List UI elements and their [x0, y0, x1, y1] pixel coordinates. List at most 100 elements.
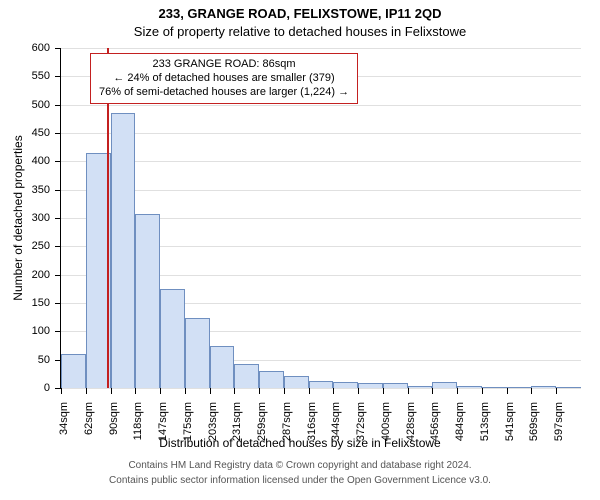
histogram-bar: [531, 386, 556, 388]
callout-line-larger: 76% of semi-detached houses are larger (…: [99, 86, 349, 100]
y-tick-label: 0: [0, 382, 50, 394]
y-tick-label: 100: [0, 325, 50, 337]
y-tick-label: 400: [0, 155, 50, 167]
x-tick: [333, 388, 334, 394]
x-tick: [358, 388, 359, 394]
x-tick: [160, 388, 161, 394]
x-tick: [259, 388, 260, 394]
histogram-bar: [556, 387, 581, 388]
x-tick-label: 147sqm: [157, 402, 169, 441]
x-tick: [531, 388, 532, 394]
histogram-bar: [432, 382, 457, 388]
x-tick: [482, 388, 483, 394]
grid-line: [61, 105, 581, 106]
y-tick: [55, 105, 61, 106]
x-tick-label: 597sqm: [553, 402, 565, 441]
histogram-bar: [135, 214, 160, 388]
histogram-bar: [333, 382, 358, 388]
grid-line: [61, 388, 581, 389]
x-tick: [383, 388, 384, 394]
x-tick-label: 456sqm: [429, 402, 441, 441]
y-tick-label: 350: [0, 184, 50, 196]
y-tick-label: 200: [0, 269, 50, 281]
histogram-bar: [234, 364, 259, 388]
x-tick: [507, 388, 508, 394]
x-tick: [135, 388, 136, 394]
x-tick: [234, 388, 235, 394]
histogram-bar: [358, 383, 383, 388]
histogram-bar: [210, 346, 235, 389]
y-tick: [55, 246, 61, 247]
y-tick: [55, 190, 61, 191]
x-tick-label: 118sqm: [132, 402, 144, 440]
x-tick: [185, 388, 186, 394]
x-tick: [309, 388, 310, 394]
x-tick: [408, 388, 409, 394]
attribution-line-2: Contains public sector information licen…: [0, 475, 600, 486]
x-tick-label: 62sqm: [83, 402, 95, 435]
x-tick: [556, 388, 557, 394]
callout-line-smaller: ← 24% of detached houses are smaller (37…: [99, 72, 349, 86]
attribution-line-1: Contains HM Land Registry data © Crown c…: [0, 460, 600, 471]
histogram-bar: [259, 371, 284, 388]
x-tick-label: 344sqm: [330, 402, 342, 441]
histogram-bar: [284, 376, 309, 388]
page-subtitle: Size of property relative to detached ho…: [0, 24, 600, 39]
x-tick-label: 400sqm: [380, 402, 392, 441]
y-tick: [55, 331, 61, 332]
y-tick: [55, 218, 61, 219]
x-tick-label: 231sqm: [231, 402, 243, 441]
x-tick: [61, 388, 62, 394]
x-tick: [457, 388, 458, 394]
x-tick: [284, 388, 285, 394]
x-tick-label: 569sqm: [528, 402, 540, 441]
grid-line: [61, 133, 581, 134]
x-tick-label: 175sqm: [182, 402, 194, 441]
x-tick: [111, 388, 112, 394]
histogram-bar: [61, 354, 86, 388]
x-tick-label: 372sqm: [355, 402, 367, 441]
y-tick-label: 550: [0, 70, 50, 82]
x-tick-label: 259sqm: [256, 402, 268, 441]
y-tick: [55, 275, 61, 276]
y-tick: [55, 48, 61, 49]
y-tick: [55, 76, 61, 77]
x-tick-label: 541sqm: [504, 402, 516, 441]
x-tick: [432, 388, 433, 394]
y-tick-label: 600: [0, 42, 50, 54]
y-tick-label: 50: [0, 354, 50, 366]
x-tick-label: 316sqm: [306, 402, 318, 441]
x-tick: [210, 388, 211, 394]
y-tick-label: 450: [0, 127, 50, 139]
y-tick-label: 150: [0, 297, 50, 309]
y-tick-label: 250: [0, 240, 50, 252]
callout-line-property: 233 GRANGE ROAD: 86sqm: [99, 58, 349, 72]
histogram-bar: [482, 387, 507, 388]
y-tick-label: 300: [0, 212, 50, 224]
x-tick-label: 203sqm: [207, 402, 219, 441]
histogram-bar: [457, 386, 482, 388]
x-tick-label: 428sqm: [405, 402, 417, 441]
y-tick: [55, 303, 61, 304]
marker-callout-box: 233 GRANGE ROAD: 86sqm ← 24% of detached…: [90, 53, 358, 104]
grid-line: [61, 48, 581, 49]
histogram-bar: [309, 381, 334, 388]
x-tick-label: 287sqm: [281, 402, 293, 441]
page-title: 233, GRANGE ROAD, FELIXSTOWE, IP11 2QD: [0, 6, 600, 21]
y-tick: [55, 133, 61, 134]
histogram-bar: [507, 387, 532, 388]
y-tick-label: 500: [0, 99, 50, 111]
histogram-bar: [185, 318, 210, 388]
histogram-bar: [160, 289, 185, 388]
y-tick: [55, 161, 61, 162]
x-tick-label: 34sqm: [58, 402, 70, 435]
histogram-bar: [111, 113, 136, 388]
grid-line: [61, 190, 581, 191]
x-tick: [86, 388, 87, 394]
x-tick-label: 90sqm: [108, 402, 120, 435]
x-tick-label: 484sqm: [454, 402, 466, 441]
grid-line: [61, 161, 581, 162]
histogram-bar: [408, 386, 433, 388]
x-tick-label: 513sqm: [479, 402, 491, 441]
histogram-bar: [383, 383, 408, 388]
